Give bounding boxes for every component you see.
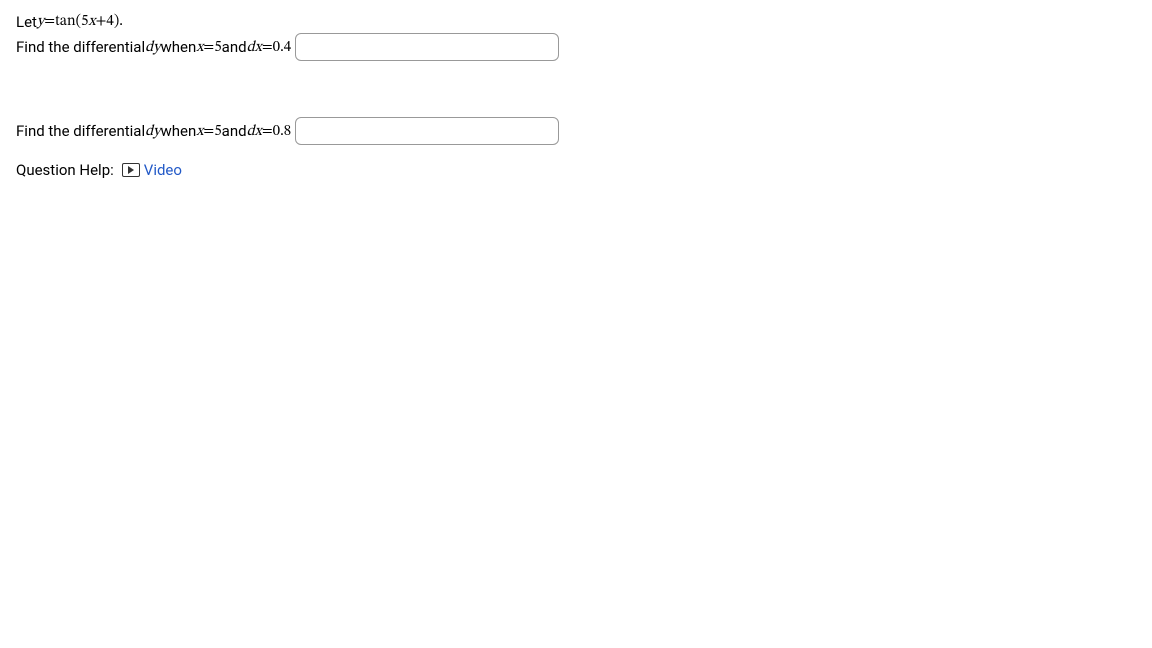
tan-fn: tan (55, 12, 76, 31)
video-icon (122, 163, 140, 177)
prompt2-xval: 5 (214, 122, 221, 141)
prompt-2: Find the differential d y when x = 5 and… (16, 117, 1136, 145)
prompt1-when: when (160, 38, 196, 56)
prompt2-and: and (222, 122, 247, 140)
plus: + (96, 12, 107, 31)
prompt1-and: and (222, 38, 247, 56)
prompt2-eq2: = (262, 122, 273, 141)
const-4: 4 (106, 12, 113, 31)
dx-d: d (247, 38, 255, 57)
dx-x-2: x (255, 122, 262, 141)
prompt1-x: x (196, 38, 203, 57)
prompt1-eq2: = (262, 38, 273, 57)
prompt-1: Find the differential d y when x = 5 and… (16, 33, 1136, 61)
prompt1-xval: 5 (214, 38, 221, 57)
dy-y: y (153, 38, 160, 57)
dy-d-2: d (145, 122, 153, 141)
prompt1-prefix: Find the differential (16, 38, 145, 56)
prompt2-prefix: Find the differential (16, 122, 145, 140)
answer-input-1[interactable] (295, 33, 559, 61)
question-help: Question Help: Video (16, 161, 1136, 179)
dy-y-2: y (153, 122, 160, 141)
prompt1-dxval: 0.4 (273, 38, 292, 57)
prompt1-eq1: = (203, 38, 214, 57)
prompt2-dxval: 0.8 (273, 122, 292, 141)
prompt2-eq1: = (203, 122, 214, 141)
equation-definition: Let y = tan ( 5 x + 4 ) . (16, 12, 1136, 31)
var-y: y (37, 12, 44, 31)
help-label: Question Help: (16, 161, 114, 179)
answer-input-2[interactable] (295, 117, 559, 145)
prompt2-when: when (160, 122, 196, 140)
dx-d-2: d (247, 122, 255, 141)
video-link[interactable]: Video (144, 161, 182, 179)
let-text: Let (16, 13, 37, 31)
period: . (119, 12, 123, 31)
dx-x: x (255, 38, 262, 57)
prompt2-x: x (196, 122, 203, 141)
var-x: x (88, 12, 95, 31)
dy-d: d (145, 38, 153, 57)
equals: = (44, 12, 55, 31)
